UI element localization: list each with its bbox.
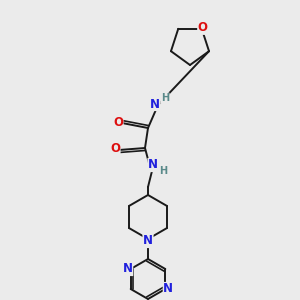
Text: H: H bbox=[161, 93, 169, 103]
Text: O: O bbox=[113, 116, 123, 128]
Text: N: N bbox=[163, 283, 173, 296]
Text: N: N bbox=[123, 262, 133, 275]
Text: H: H bbox=[159, 166, 167, 176]
Text: O: O bbox=[110, 142, 120, 155]
Text: N: N bbox=[150, 98, 160, 110]
Text: N: N bbox=[148, 158, 158, 172]
Text: N: N bbox=[143, 235, 153, 248]
Text: O: O bbox=[198, 21, 208, 34]
